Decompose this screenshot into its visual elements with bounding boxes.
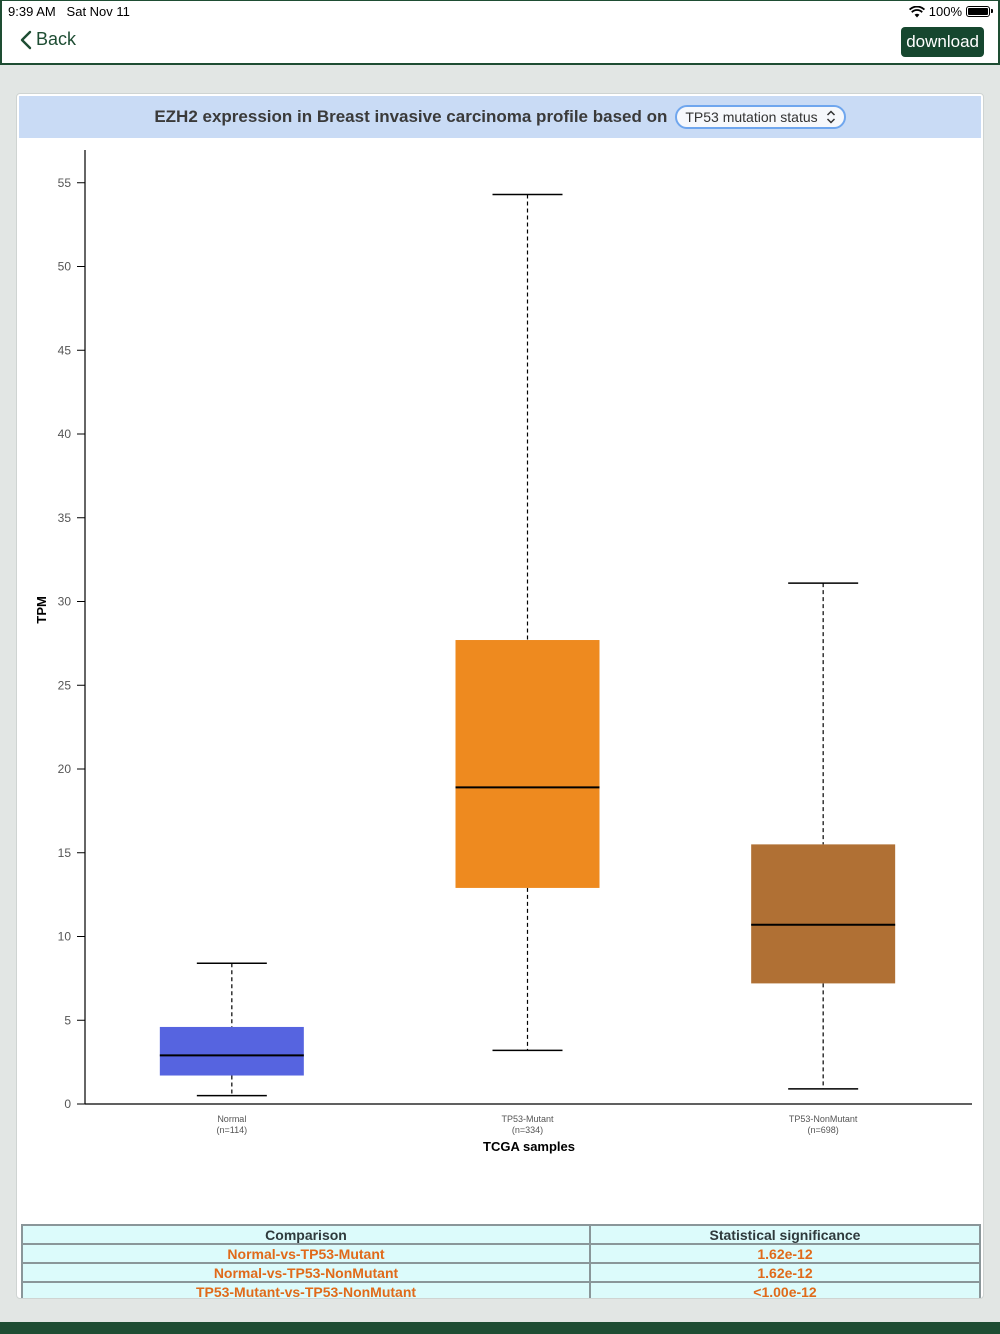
box-normal	[159, 1026, 304, 1076]
chart-card: EZH2 expression in Breast invasive carci…	[16, 93, 984, 1299]
significance-cell: 1.62e-12	[589, 1262, 981, 1283]
x-tick-label: TP53-Mutant	[501, 1114, 554, 1124]
y-tick-label: 55	[58, 176, 72, 190]
y-tick-label: 15	[58, 846, 72, 860]
table-header-row: Comparison Statistical significance	[21, 1224, 981, 1245]
y-tick-label: 35	[58, 511, 72, 525]
y-tick-label: 30	[58, 595, 72, 609]
table-row: TP53-Mutant-vs-TP53-NonMutant <1.00e-12	[21, 1281, 981, 1298]
back-label: Back	[36, 29, 77, 49]
boxplot-chart: 0 5 10 15 20 25 30 35 40 45 50 55 TPM TCGA samples Nor…	[34, 150, 972, 1154]
y-tick-label: 5	[64, 1013, 71, 1027]
box-tp53-nonmutant	[751, 844, 896, 984]
y-tick-label: 50	[58, 260, 72, 274]
header-comparison: Comparison	[21, 1224, 591, 1245]
comparison-cell: Normal-vs-TP53-Mutant	[21, 1243, 591, 1264]
status-date-text: Sat Nov 11	[66, 4, 130, 19]
chart-title: EZH2 expression in Breast invasive carci…	[154, 107, 668, 126]
up-down-chevron-icon	[826, 110, 835, 124]
chevron-left-icon	[20, 30, 32, 49]
y-tick-label: 45	[58, 343, 72, 357]
select-value: TP53 mutation status	[685, 109, 818, 125]
x-tick-count: (n=334)	[512, 1125, 543, 1135]
y-tick-label: 40	[58, 427, 72, 441]
battery-percent: 100%	[928, 4, 962, 19]
x-tick-count: (n=114)	[217, 1125, 248, 1135]
card-header: EZH2 expression in Breast invasive carci…	[19, 96, 981, 138]
y-tick-label: 0	[64, 1097, 71, 1111]
x-tick-label: Normal	[217, 1114, 246, 1124]
header-significance: Statistical significance	[589, 1224, 981, 1245]
bottom-bar	[0, 1322, 1000, 1334]
y-axis-label: TPM	[34, 596, 49, 623]
y-tick-label: 20	[58, 762, 72, 776]
top-bar: 9:39 AM Sat Nov 11 100% Back download	[0, 0, 1000, 65]
table-row: Normal-vs-TP53-NonMutant 1.62e-12	[21, 1262, 981, 1283]
y-tick-label: 25	[58, 678, 72, 692]
wifi-icon	[908, 5, 925, 17]
status-time: 9:39 AM Sat Nov 11	[8, 4, 130, 19]
back-button[interactable]: Back	[20, 29, 76, 50]
mutation-status-select[interactable]: TP53 mutation status	[675, 105, 846, 129]
box-tp53-mutant	[455, 640, 600, 888]
x-tick-label: TP53-NonMutant	[789, 1114, 858, 1124]
x-axis-label: TCGA samples	[483, 1139, 575, 1154]
significance-cell: 1.62e-12	[589, 1243, 981, 1264]
comparison-cell: Normal-vs-TP53-NonMutant	[21, 1262, 591, 1283]
status-right: 100%	[908, 4, 993, 19]
y-tick-label: 10	[58, 930, 72, 944]
significance-cell: <1.00e-12	[589, 1281, 981, 1298]
table-row: Normal-vs-TP53-Mutant 1.62e-12	[21, 1243, 981, 1264]
comparison-cell: TP53-Mutant-vs-TP53-NonMutant	[21, 1281, 591, 1298]
significance-table: Comparison Statistical significance Norm…	[21, 1224, 981, 1298]
battery-icon	[966, 6, 993, 17]
status-time-text: 9:39 AM	[8, 4, 56, 19]
x-tick-count: (n=698)	[808, 1125, 839, 1135]
download-button[interactable]: download	[901, 27, 984, 57]
